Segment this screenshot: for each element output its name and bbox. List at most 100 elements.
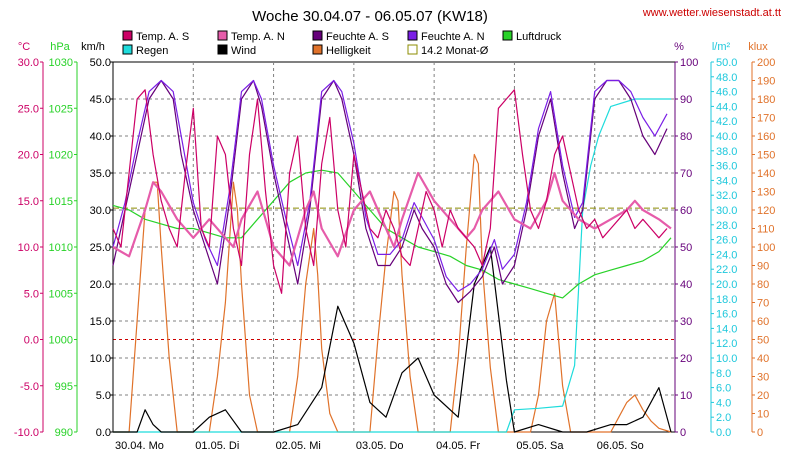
klux-tick-label: 200 xyxy=(757,57,775,69)
celsius-tick-label: 15.0 xyxy=(18,196,39,208)
lm2-tick-label: 34.0 xyxy=(716,175,737,187)
x-tick-label: 01.05. Di xyxy=(195,440,239,452)
lm2-tick-label: 50.0 xyxy=(716,57,737,69)
series-line-temp_n xyxy=(112,171,672,267)
klux-tick-label: 60 xyxy=(757,316,769,328)
lm2-tick-label: 12.0 xyxy=(716,338,737,350)
klux-tick-label: 100 xyxy=(757,242,775,254)
klux-tick-label: 140 xyxy=(757,168,775,180)
kmh-tick-label: 40.0 xyxy=(90,131,111,143)
lm2-tick-label: 40.0 xyxy=(716,131,737,143)
kmh-tick-label: 45.0 xyxy=(90,94,111,106)
legend-swatch-luftdruck xyxy=(502,30,513,41)
percent-tick-label: 80 xyxy=(680,131,692,143)
percent-tick-label: 10 xyxy=(680,390,692,402)
gridlines xyxy=(113,62,675,432)
lm2-tick-label: 42.0 xyxy=(716,116,737,128)
legend-label-helligkeit: Helligkeit xyxy=(326,45,371,57)
percent-tick-label: 100 xyxy=(680,57,698,69)
percent-tick-label: 30 xyxy=(680,316,692,328)
percent-tick-label: 90 xyxy=(680,94,692,106)
klux-tick-label: 90 xyxy=(757,261,769,273)
klux-tick-label: 190 xyxy=(757,76,775,88)
lm2-tick-label: 46.0 xyxy=(716,87,737,99)
series-line-temp_s xyxy=(112,89,668,294)
series-lines xyxy=(112,79,672,433)
legend-label-luftdruck: Luftdruck xyxy=(516,31,562,43)
chart-title: Woche 30.04.07 - 06.05.07 (KW18) xyxy=(252,8,488,25)
series-line-wind xyxy=(113,246,672,433)
percent-tick-label: 40 xyxy=(680,279,692,291)
x-tick-label: 04.05. Fr xyxy=(436,440,480,452)
lm2-tick-label: 24.0 xyxy=(716,249,737,261)
celsius-tick-label: 0.0 xyxy=(24,335,39,347)
klux-tick-label: 30 xyxy=(757,372,769,384)
lm2-tick-label: 26.0 xyxy=(716,235,737,247)
celsius-tick-label: 30.0 xyxy=(18,57,39,69)
kmh-tick-label: 30.0 xyxy=(90,205,111,217)
hpa-tick-label: 1025 xyxy=(49,103,73,115)
lm2-tick-label: 18.0 xyxy=(716,294,737,306)
celsius-tick-label: 5.0 xyxy=(24,288,39,300)
hpa-tick-label: 1010 xyxy=(49,242,73,254)
klux-axis-title: klux xyxy=(748,41,768,53)
series-line-luftdruck xyxy=(112,169,672,299)
klux-tick-label: 160 xyxy=(757,131,775,143)
lm2-tick-label: 14.0 xyxy=(716,323,737,335)
kmh-tick-label: 50.0 xyxy=(90,57,111,69)
legend-swatch-temp_n xyxy=(217,30,228,41)
legend-label-feuchte_n: Feuchte A. N xyxy=(421,31,485,43)
lm2-tick-label: 16.0 xyxy=(716,309,737,321)
lm2-tick-label: 2.0 xyxy=(716,412,731,424)
kmh-tick-label: 5.0 xyxy=(96,390,111,402)
x-tick-label: 30.04. Mo xyxy=(115,440,164,452)
klux-tick-label: 70 xyxy=(757,298,769,310)
klux-tick-label: 0 xyxy=(757,427,763,439)
x-axis-labels: 30.04. Mo 01.05. Di 02.05. Mi 03.05. Do 04.0… xyxy=(115,440,644,452)
kmh-tick-label: 15.0 xyxy=(90,316,111,328)
lm2-tick-label: 22.0 xyxy=(716,264,737,276)
celsius-axis-title: °C xyxy=(18,41,30,53)
klux-tick-label: 180 xyxy=(757,94,775,106)
kmh-tick-label: 10.0 xyxy=(90,353,111,365)
percent-tick-label: 70 xyxy=(680,168,692,180)
hpa-tick-label: 1020 xyxy=(49,150,73,162)
legend-label-temp_n: Temp. A. N xyxy=(231,31,285,43)
x-tick-label: 02.05. Mi xyxy=(276,440,321,452)
lm2-tick-label: 8.0 xyxy=(716,368,731,380)
lm2-tick-label: 36.0 xyxy=(716,161,737,173)
hpa-tick-label: 1030 xyxy=(49,57,73,69)
kmh-tick-label: 20.0 xyxy=(90,279,111,291)
legend: Temp. A. S Temp. A. N Feuchte A. S Feuchte … xyxy=(122,30,562,57)
klux-tick-label: 170 xyxy=(757,113,775,125)
lm2-tick-label: 44.0 xyxy=(716,101,737,113)
percent-tick-label: 0 xyxy=(680,427,686,439)
celsius-tick-label: 20.0 xyxy=(18,150,39,162)
legend-swatch-regen xyxy=(122,44,133,55)
lm2-tick-label: 6.0 xyxy=(716,383,731,395)
kmh-tick-label: 25.0 xyxy=(90,242,111,254)
lm2-axis-title: l/m² xyxy=(712,41,731,53)
legend-swatch-feuchte_s xyxy=(312,30,323,41)
klux-tick-label: 10 xyxy=(757,409,769,421)
x-tick-label: 03.05. Do xyxy=(356,440,404,452)
axes: 30.025.020.015.010.05.00.0-5.0-10.0°C103… xyxy=(14,41,775,439)
klux-tick-label: 50 xyxy=(757,335,769,347)
site-url: www.wetter.wiesenstadt.at.tt xyxy=(642,7,781,19)
legend-swatch-feuchte_n xyxy=(407,30,418,41)
celsius-tick-label: 10.0 xyxy=(18,242,39,254)
hpa-tick-label: 1015 xyxy=(49,196,73,208)
percent-axis-title: % xyxy=(674,41,684,53)
legend-swatch-temp_s xyxy=(122,30,133,41)
legend-label-wind: Wind xyxy=(231,45,256,57)
lm2-tick-label: 20.0 xyxy=(716,279,737,291)
series-line-regen xyxy=(113,98,671,433)
lm2-tick-label: 4.0 xyxy=(716,397,731,409)
percent-tick-label: 20 xyxy=(680,353,692,365)
lm2-tick-label: 28.0 xyxy=(716,220,737,232)
hpa-tick-label: 1005 xyxy=(49,288,73,300)
lm2-tick-label: 0.0 xyxy=(716,427,731,439)
series-line-feuchte_s xyxy=(112,79,668,304)
kmh-tick-label: 35.0 xyxy=(90,168,111,180)
